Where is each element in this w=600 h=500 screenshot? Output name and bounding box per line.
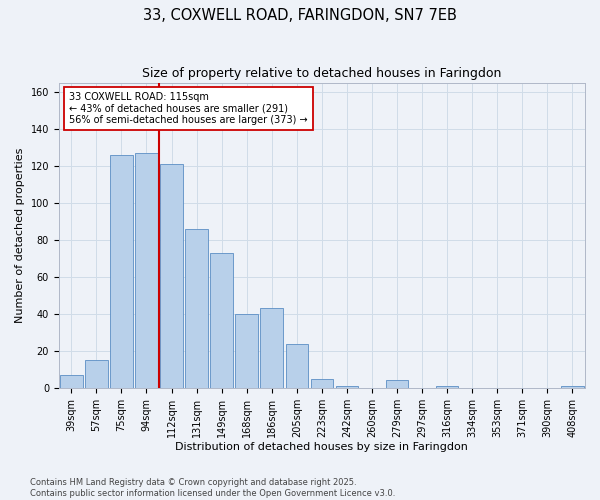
Bar <box>335 386 358 388</box>
Title: Size of property relative to detached houses in Faringdon: Size of property relative to detached ho… <box>142 68 502 80</box>
Bar <box>60 375 83 388</box>
Bar <box>135 153 158 388</box>
Bar <box>85 360 107 388</box>
Bar <box>110 155 133 388</box>
Text: 33 COXWELL ROAD: 115sqm
← 43% of detached houses are smaller (291)
56% of semi-d: 33 COXWELL ROAD: 115sqm ← 43% of detache… <box>70 92 308 126</box>
Bar <box>561 386 584 388</box>
Y-axis label: Number of detached properties: Number of detached properties <box>15 148 25 323</box>
Bar <box>311 378 333 388</box>
Bar <box>160 164 183 388</box>
Bar <box>235 314 258 388</box>
Bar <box>286 344 308 388</box>
Text: 33, COXWELL ROAD, FARINGDON, SN7 7EB: 33, COXWELL ROAD, FARINGDON, SN7 7EB <box>143 8 457 22</box>
Bar <box>211 253 233 388</box>
X-axis label: Distribution of detached houses by size in Faringdon: Distribution of detached houses by size … <box>175 442 469 452</box>
Bar <box>185 229 208 388</box>
Bar <box>260 308 283 388</box>
Text: Contains HM Land Registry data © Crown copyright and database right 2025.
Contai: Contains HM Land Registry data © Crown c… <box>30 478 395 498</box>
Bar <box>386 380 409 388</box>
Bar <box>436 386 458 388</box>
